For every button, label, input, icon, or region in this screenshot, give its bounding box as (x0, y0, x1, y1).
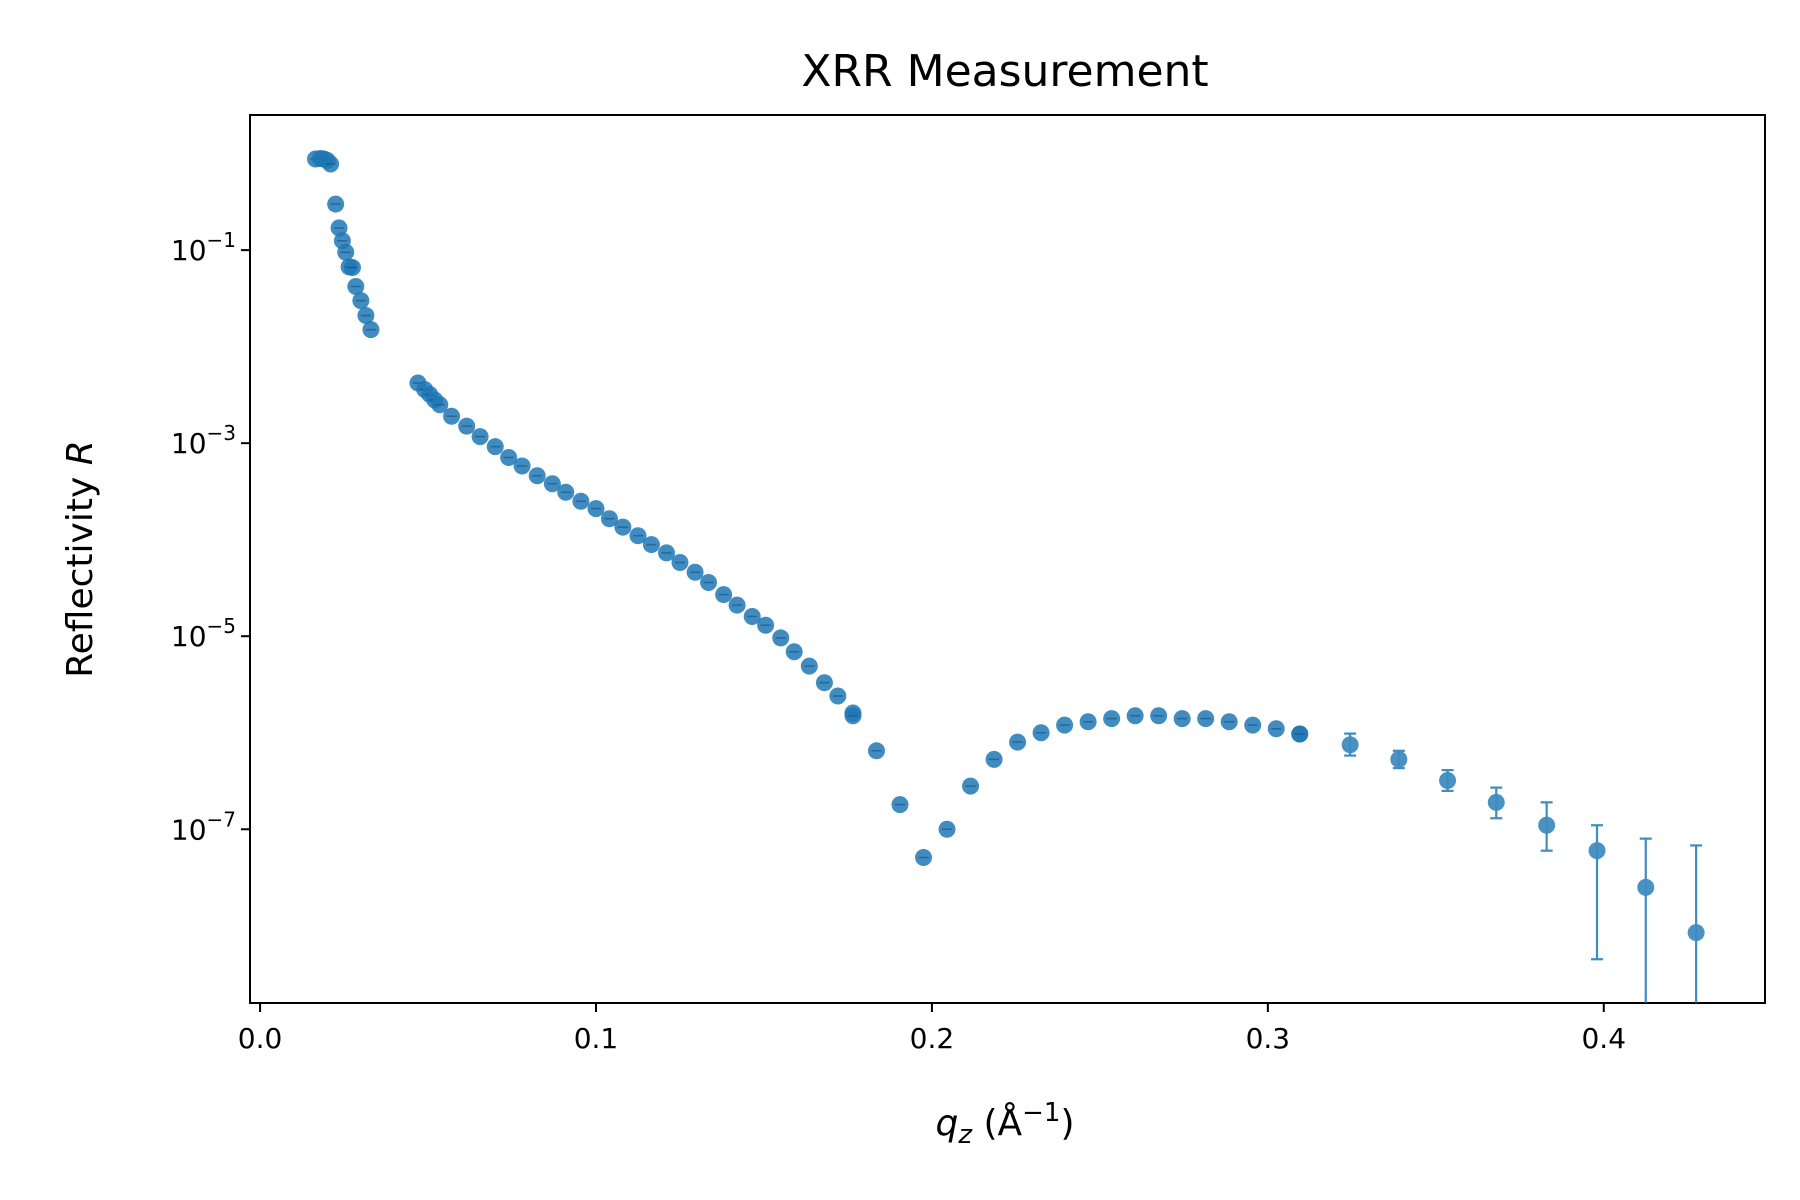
x-tick-label-2: 0.2 (910, 1022, 955, 1055)
x-tick-label-1: 0.1 (574, 1022, 619, 1055)
error-point-1 (1341, 736, 1359, 754)
y-tick-label-2: 10−5 (171, 614, 236, 653)
x-axis-label-unit-open: (Å (972, 1101, 1022, 1144)
error-point-3 (1439, 772, 1457, 790)
x-axis-label: qz (Å−1) (935, 1098, 1074, 1150)
error-bars (1291, 725, 1705, 1003)
y-axis-label: Reflectivity R (60, 440, 101, 677)
plot-frame (249, 114, 1766, 1004)
error-bar-3 (1439, 769, 1457, 792)
error-point-8 (1687, 924, 1705, 942)
chart-title: XRR Measurement (801, 46, 1208, 97)
x-axis: 0.0 0.1 0.2 0.3 0.4 (238, 1003, 1626, 1055)
plot-area (249, 114, 1766, 1004)
error-bar-5 (1538, 801, 1556, 852)
error-bar-1 (1341, 732, 1359, 757)
x-axis-label-base: q (935, 1103, 958, 1144)
y-axis: 10−1 10−3 10−5 10−7 (171, 228, 250, 846)
y-axis-label-italic: R (60, 440, 101, 465)
y-axis-label-text: Reflectivity (60, 465, 101, 677)
error-bar-8 (1687, 844, 1705, 1003)
x-axis-label-unit-exp: −1 (1022, 1098, 1060, 1128)
error-point-4 (1487, 793, 1505, 811)
error-point-2 (1390, 750, 1408, 768)
error-point-7 (1637, 878, 1655, 896)
x-axis-label-unit-close: ) (1060, 1103, 1074, 1144)
y-tick-label-1: 10−3 (171, 421, 236, 460)
x-tick-label-3: 0.3 (1246, 1022, 1291, 1055)
error-bar-6 (1588, 824, 1606, 961)
x-tick-label-0: 0.0 (238, 1022, 283, 1055)
x-tick-label-4: 0.4 (1581, 1022, 1626, 1055)
error-bar-2 (1390, 749, 1408, 770)
data-points (307, 149, 1309, 866)
error-point-5 (1538, 816, 1556, 834)
error-bar-4 (1487, 786, 1505, 820)
x-axis-label-sub: z (957, 1120, 973, 1150)
error-bar-7 (1637, 837, 1655, 1003)
error-point-6 (1588, 842, 1606, 860)
y-tick-label-3: 10−7 (171, 807, 236, 846)
y-tick-label-0: 10−1 (171, 228, 236, 267)
